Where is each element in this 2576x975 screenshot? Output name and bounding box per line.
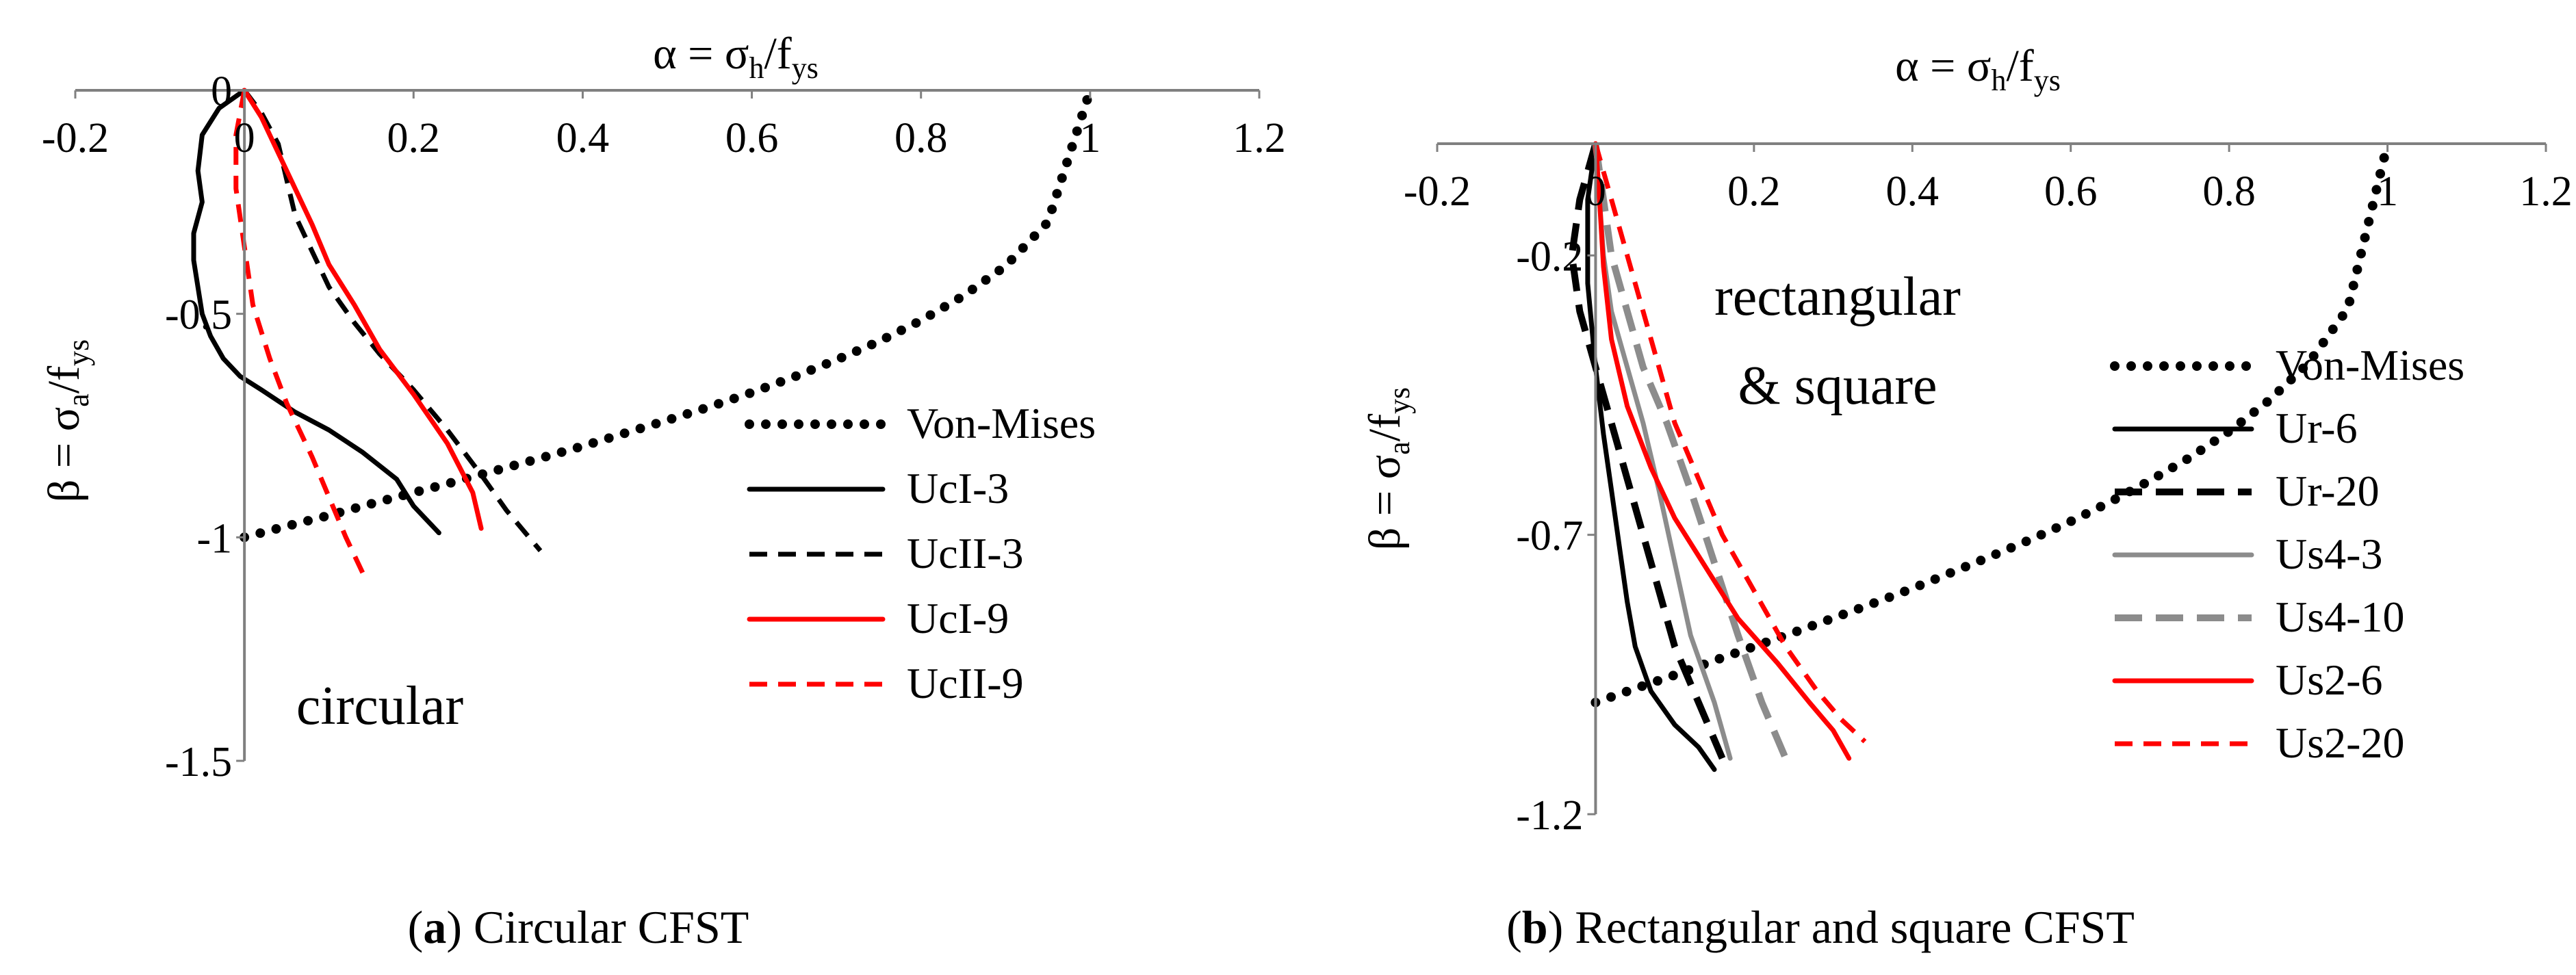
a-y-tick-label: -0.5	[165, 292, 232, 339]
b-x-tick-label: 0	[1585, 168, 1606, 215]
b-legend-label: Us4-10	[2276, 593, 2404, 641]
a-legend-label: UcI-3	[907, 464, 1009, 512]
chart-a-circular: -0.2 0 0.2 0.4 0.6 0.8 1 1.2 0 -0.5 -1 -1.5 α = σh/…	[39, 29, 1286, 953]
chart-b-rectangular-square: -0.2 0 0.2 0.4 0.6 0.8 1 1.2-0.2-0.7-1.2 α = σh…	[1360, 41, 2573, 953]
b-x-tick-label: 0.2	[1727, 168, 1781, 215]
b-y-tick-label: -0.7	[1516, 513, 1583, 560]
a-series-ucii-9	[236, 90, 363, 573]
a-x-tick-label: -0.2	[42, 115, 109, 161]
chart-b-y-axis-title: β = σa/fys	[1360, 387, 1416, 550]
chart-b-annotation-line2: & square	[1738, 356, 1937, 416]
chart-b-caption: (b) Rectangular and square CFST	[1506, 901, 2135, 953]
a-x-tick-label: 0.2	[387, 115, 441, 161]
chart-a-y-axis-title: β = σa/fys	[39, 339, 95, 502]
a-x-tick-label: 0.6	[725, 115, 779, 161]
b-legend-label: Us2-20	[2276, 718, 2404, 767]
a-x-tick-label: 0.4	[556, 115, 610, 161]
a-x-tick-label: 1	[1079, 115, 1100, 161]
chart-b-x-axis-title: α = σh/fys	[1895, 41, 2061, 97]
chart-a-x-axis-title: α = σh/fys	[653, 29, 819, 85]
b-y-tick-label: -1.2	[1516, 792, 1583, 839]
a-x-tick-label: 0.8	[894, 115, 948, 161]
b-x-tick-label: 0.6	[2044, 168, 2098, 215]
a-legend-label: Von-Mises	[907, 399, 1096, 447]
b-x-tick-label: -0.2	[1404, 168, 1471, 215]
b-series-von-mises	[1595, 144, 2387, 703]
chart-b-series-group	[1572, 144, 2388, 770]
chart-a-annotation: circular	[296, 676, 463, 736]
a-x-tick-label: 1.2	[1233, 115, 1286, 161]
chart-a-tick-labels: -0.2 0 0.2 0.4 0.6 0.8 1 1.2 0 -0.5 -1 -1.5	[42, 68, 1286, 785]
b-series-us2-6	[1595, 144, 1849, 758]
a-y-tick-label: -1.5	[165, 739, 232, 785]
b-legend-label: Ur-6	[2276, 404, 2358, 452]
a-y-tick-label: -1	[196, 515, 232, 562]
a-series-uci-9	[244, 90, 481, 528]
chart-b-annotation-line1: rectangular	[1714, 267, 1961, 327]
b-legend-label: Ur-20	[2276, 467, 2380, 515]
b-y-tick-label: -0.2	[1516, 233, 1583, 280]
chart-b-legend: Von-Mises Ur-6 Ur-20 Us4-3 Us4-10 Us2-6 Us2-20	[2115, 341, 2464, 767]
b-x-tick-label: 0.8	[2202, 168, 2256, 215]
a-legend-label: UcI-9	[907, 594, 1009, 642]
chart-a-legend: Von-Mises UcI-3 UcII-3 UcI-9 UcII-9	[749, 399, 1096, 707]
a-y-tick-label: 0	[211, 68, 232, 115]
b-x-tick-label: 1.2	[2519, 168, 2573, 215]
a-legend-label: UcII-3	[907, 529, 1024, 577]
a-legend-label: UcII-9	[907, 659, 1024, 707]
chart-a-caption: (a) Circular CFST	[408, 901, 749, 953]
b-legend-label: Von-Mises	[2276, 341, 2464, 389]
b-x-tick-label: 0.4	[1886, 168, 1940, 215]
b-legend-label: Us4-3	[2276, 530, 2382, 578]
a-x-tick-label: 0	[234, 115, 255, 161]
b-x-tick-label: 1	[2377, 168, 2398, 215]
b-series-us4-3	[1595, 144, 1730, 758]
b-legend-label: Us2-6	[2276, 655, 2382, 704]
figure-canvas: -0.2 0 0.2 0.4 0.6 0.8 1 1.20-0.5-1-1.5 α = σh/…	[0, 0, 2576, 975]
